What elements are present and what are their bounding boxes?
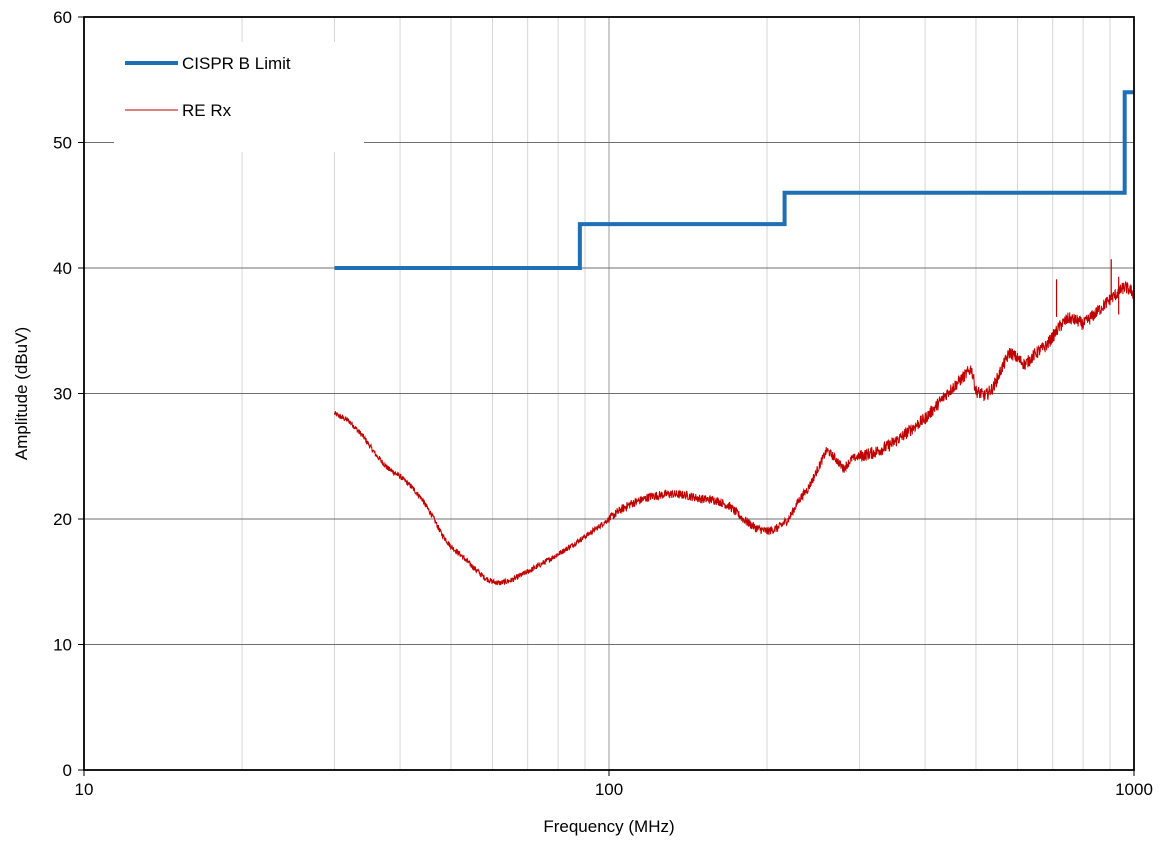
y-axis-title: Amplitude (dBuV) <box>12 327 31 460</box>
x-tick-label: 100 <box>595 780 623 799</box>
y-tick-label: 30 <box>53 385 72 404</box>
legend: CISPR B Limit RE Rx <box>114 42 364 152</box>
x-axis-ticks: 10 100 1000 <box>75 770 1153 799</box>
y-tick-label: 20 <box>53 510 72 529</box>
legend-background <box>114 42 364 152</box>
series-line-re-rx <box>333 280 1135 586</box>
legend-label-cispr-b-limit: CISPR B Limit <box>182 54 291 73</box>
y-tick-label: 0 <box>63 761 72 780</box>
y-tick-label: 10 <box>53 636 72 655</box>
x-axis-title: Frequency (MHz) <box>543 817 674 836</box>
x-tick-label: 10 <box>75 780 94 799</box>
y-tick-label: 40 <box>53 259 72 278</box>
y-axis-ticks: 0 10 20 30 40 50 60 <box>53 8 84 780</box>
series-layer <box>333 90 1135 586</box>
y-tick-label: 50 <box>53 134 72 153</box>
legend-label-re-rx: RE Rx <box>182 101 232 120</box>
series-line-cispr-b-limit <box>334 90 1134 270</box>
x-tick-label: 1000 <box>1115 780 1153 799</box>
y-tick-label: 60 <box>53 8 72 27</box>
